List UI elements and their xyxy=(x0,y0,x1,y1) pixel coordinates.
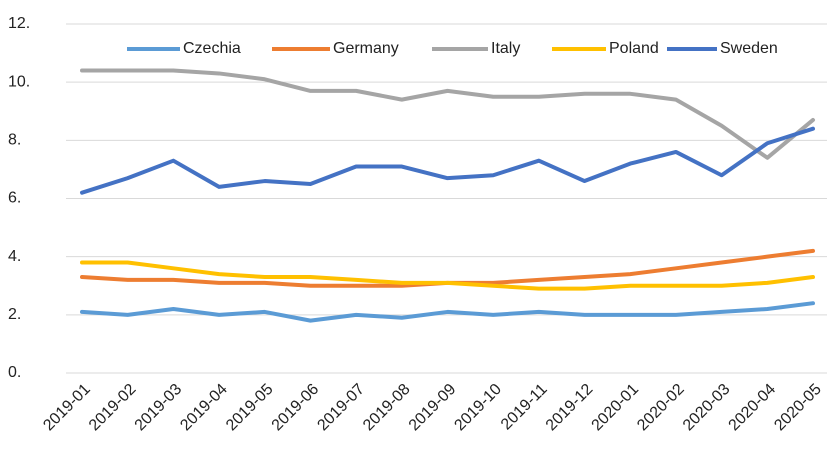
x-tick-label: 2020-04 xyxy=(726,381,780,435)
legend-label: Poland xyxy=(609,40,659,57)
y-tick-label: 10. xyxy=(8,73,30,90)
x-tick-label: 2020-02 xyxy=(634,381,688,435)
x-tick-label: 2019-12 xyxy=(543,381,597,435)
legend-label: Czechia xyxy=(183,40,241,57)
y-tick-label: 8. xyxy=(8,132,21,149)
series-line xyxy=(80,68,815,160)
x-tick-label: 2019-05 xyxy=(223,381,277,435)
x-tick-label: 2019-06 xyxy=(269,381,323,435)
series-line xyxy=(80,126,815,195)
series-line xyxy=(80,301,815,323)
y-tick-label: 12. xyxy=(8,15,30,32)
x-tick-label: 2019-03 xyxy=(132,381,186,435)
x-tick-label: 2019-02 xyxy=(86,381,140,435)
x-tick-label: 2019-11 xyxy=(498,381,551,434)
x-tick-label: 2020-03 xyxy=(680,381,734,435)
x-tick-label: 2019-01 xyxy=(40,381,94,435)
x-tick-label: 2020-01 xyxy=(589,381,643,435)
series-line xyxy=(80,248,815,288)
series-line xyxy=(80,260,815,291)
x-tick-label: 2019-08 xyxy=(360,381,414,435)
x-tick-label: 2019-10 xyxy=(451,381,505,435)
x-tick-label: 2019-07 xyxy=(314,381,368,435)
legend-label: Sweden xyxy=(720,40,778,57)
x-tick-label: 2019-09 xyxy=(406,381,460,435)
y-tick-label: 0. xyxy=(8,364,21,381)
legend-label: Germany xyxy=(333,40,399,57)
x-tick-label: 2019-04 xyxy=(177,381,231,435)
legend-label: Italy xyxy=(491,40,520,57)
y-tick-label: 4. xyxy=(8,248,21,265)
x-tick-label: 2020-05 xyxy=(771,381,825,435)
y-tick-label: 6. xyxy=(8,190,21,207)
y-tick-label: 2. xyxy=(8,306,21,323)
